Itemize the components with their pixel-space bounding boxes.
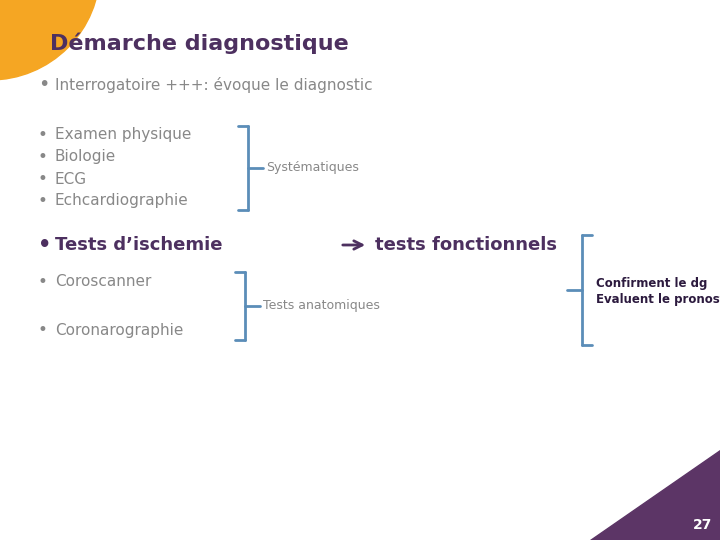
Text: Evaluent le pronostic: Evaluent le pronostic — [596, 293, 720, 306]
Text: •: • — [38, 235, 51, 255]
Text: •: • — [38, 192, 48, 210]
Text: tests fonctionnels: tests fonctionnels — [375, 236, 557, 254]
Text: ECG: ECG — [55, 172, 87, 186]
Text: •: • — [38, 126, 48, 144]
Text: Tests anatomiques: Tests anatomiques — [263, 300, 380, 313]
Text: Confirment le dg: Confirment le dg — [596, 276, 707, 289]
Text: Examen physique: Examen physique — [55, 127, 192, 143]
Text: Echcardiographie: Echcardiographie — [55, 193, 189, 208]
Text: •: • — [38, 148, 48, 166]
Text: Interrogatoire +++: évoque le diagnostic: Interrogatoire +++: évoque le diagnostic — [55, 77, 373, 93]
Text: •: • — [38, 273, 48, 291]
Text: •: • — [38, 321, 48, 339]
Text: Tests d’ischemie: Tests d’ischemie — [55, 236, 222, 254]
Polygon shape — [590, 450, 720, 540]
Text: Coronarographie: Coronarographie — [55, 322, 184, 338]
Text: Coroscanner: Coroscanner — [55, 274, 151, 289]
Text: Démarche diagnostique: Démarche diagnostique — [50, 33, 348, 55]
Text: Systématiques: Systématiques — [266, 161, 359, 174]
Text: Biologie: Biologie — [55, 150, 116, 165]
Text: •: • — [38, 170, 48, 188]
Text: 27: 27 — [693, 518, 713, 532]
Circle shape — [0, 0, 100, 80]
Text: •: • — [38, 76, 50, 94]
